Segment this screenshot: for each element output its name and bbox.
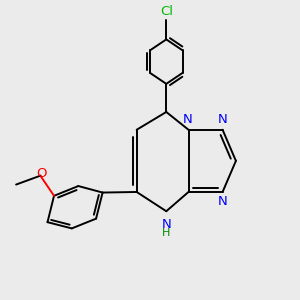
Text: H: H: [162, 228, 170, 238]
Text: O: O: [37, 167, 47, 180]
Text: N: N: [161, 218, 171, 231]
Text: N: N: [218, 195, 227, 208]
Text: N: N: [218, 113, 227, 127]
Text: Cl: Cl: [160, 5, 173, 18]
Text: N: N: [183, 113, 193, 127]
